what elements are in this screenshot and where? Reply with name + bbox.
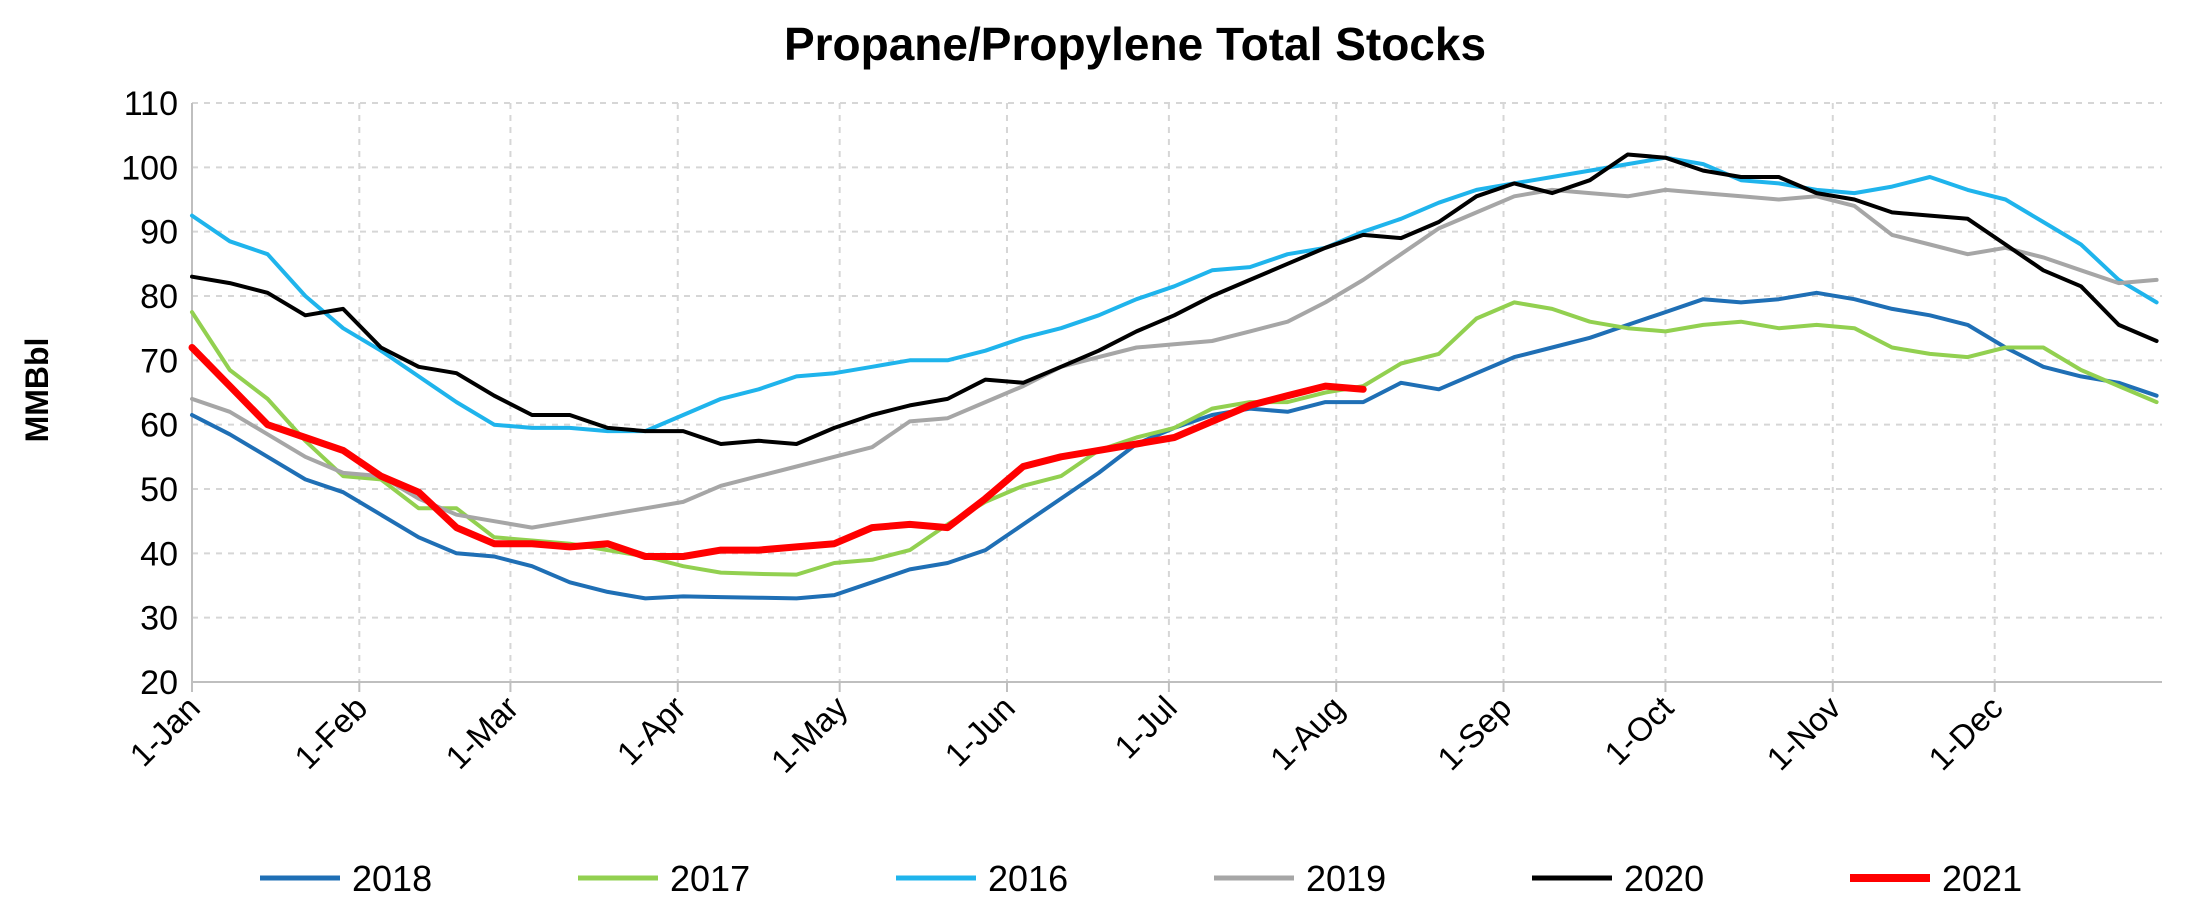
legend-label-2020: 2020: [1624, 858, 1704, 899]
y-tick-label: 70: [140, 342, 178, 380]
x-tick-label: 1-Jun: [937, 689, 1022, 774]
legend-label-2018: 2018: [352, 858, 432, 899]
x-tick-label: 1-Oct: [1597, 689, 1680, 772]
x-tick-label: 1-Nov: [1759, 688, 1848, 777]
legend-label-2019: 2019: [1306, 858, 1386, 899]
y-tick-label: 110: [124, 85, 178, 123]
x-tick-label: 1-Sep: [1430, 689, 1518, 777]
y-tick-label: 50: [140, 471, 178, 509]
x-tick-label: 1-May: [764, 688, 855, 779]
y-tick-label: 30: [140, 600, 178, 638]
x-tick-label: 1-Dec: [1921, 689, 2009, 777]
legend-label-2017: 2017: [670, 858, 750, 899]
y-tick-label: 60: [140, 407, 178, 445]
legend-label-2021: 2021: [1942, 858, 2022, 899]
series-line-2019: [190, 187, 2159, 530]
series-line-2021: [188, 344, 1367, 560]
x-tick-label: 1-Aug: [1263, 689, 1351, 777]
x-tick-label: 1-Feb: [287, 689, 374, 776]
series-line-2017: [190, 300, 2159, 577]
y-axis-label: MMBbl: [19, 338, 55, 443]
y-tick-label: 40: [140, 535, 178, 573]
series-lines: [188, 152, 2159, 601]
legend-label-2016: 2016: [988, 858, 1068, 899]
series-line-2020: [190, 152, 2159, 446]
y-tick-label: 80: [140, 278, 178, 316]
y-tick-label: 20: [140, 664, 178, 702]
series-line-2016: [190, 155, 2159, 434]
y-tick-label: 100: [121, 149, 178, 187]
legend: 2018 2017 2016 2019 2020 2021: [260, 858, 2022, 899]
x-tick-label: 1-Jul: [1107, 689, 1184, 766]
x-tick-label: 1-Apr: [609, 689, 692, 772]
y-tick-label: 90: [140, 214, 178, 252]
x-tick-label: 1-Mar: [438, 689, 525, 776]
chart-title: Propane/Propylene Total Stocks: [784, 18, 1486, 70]
